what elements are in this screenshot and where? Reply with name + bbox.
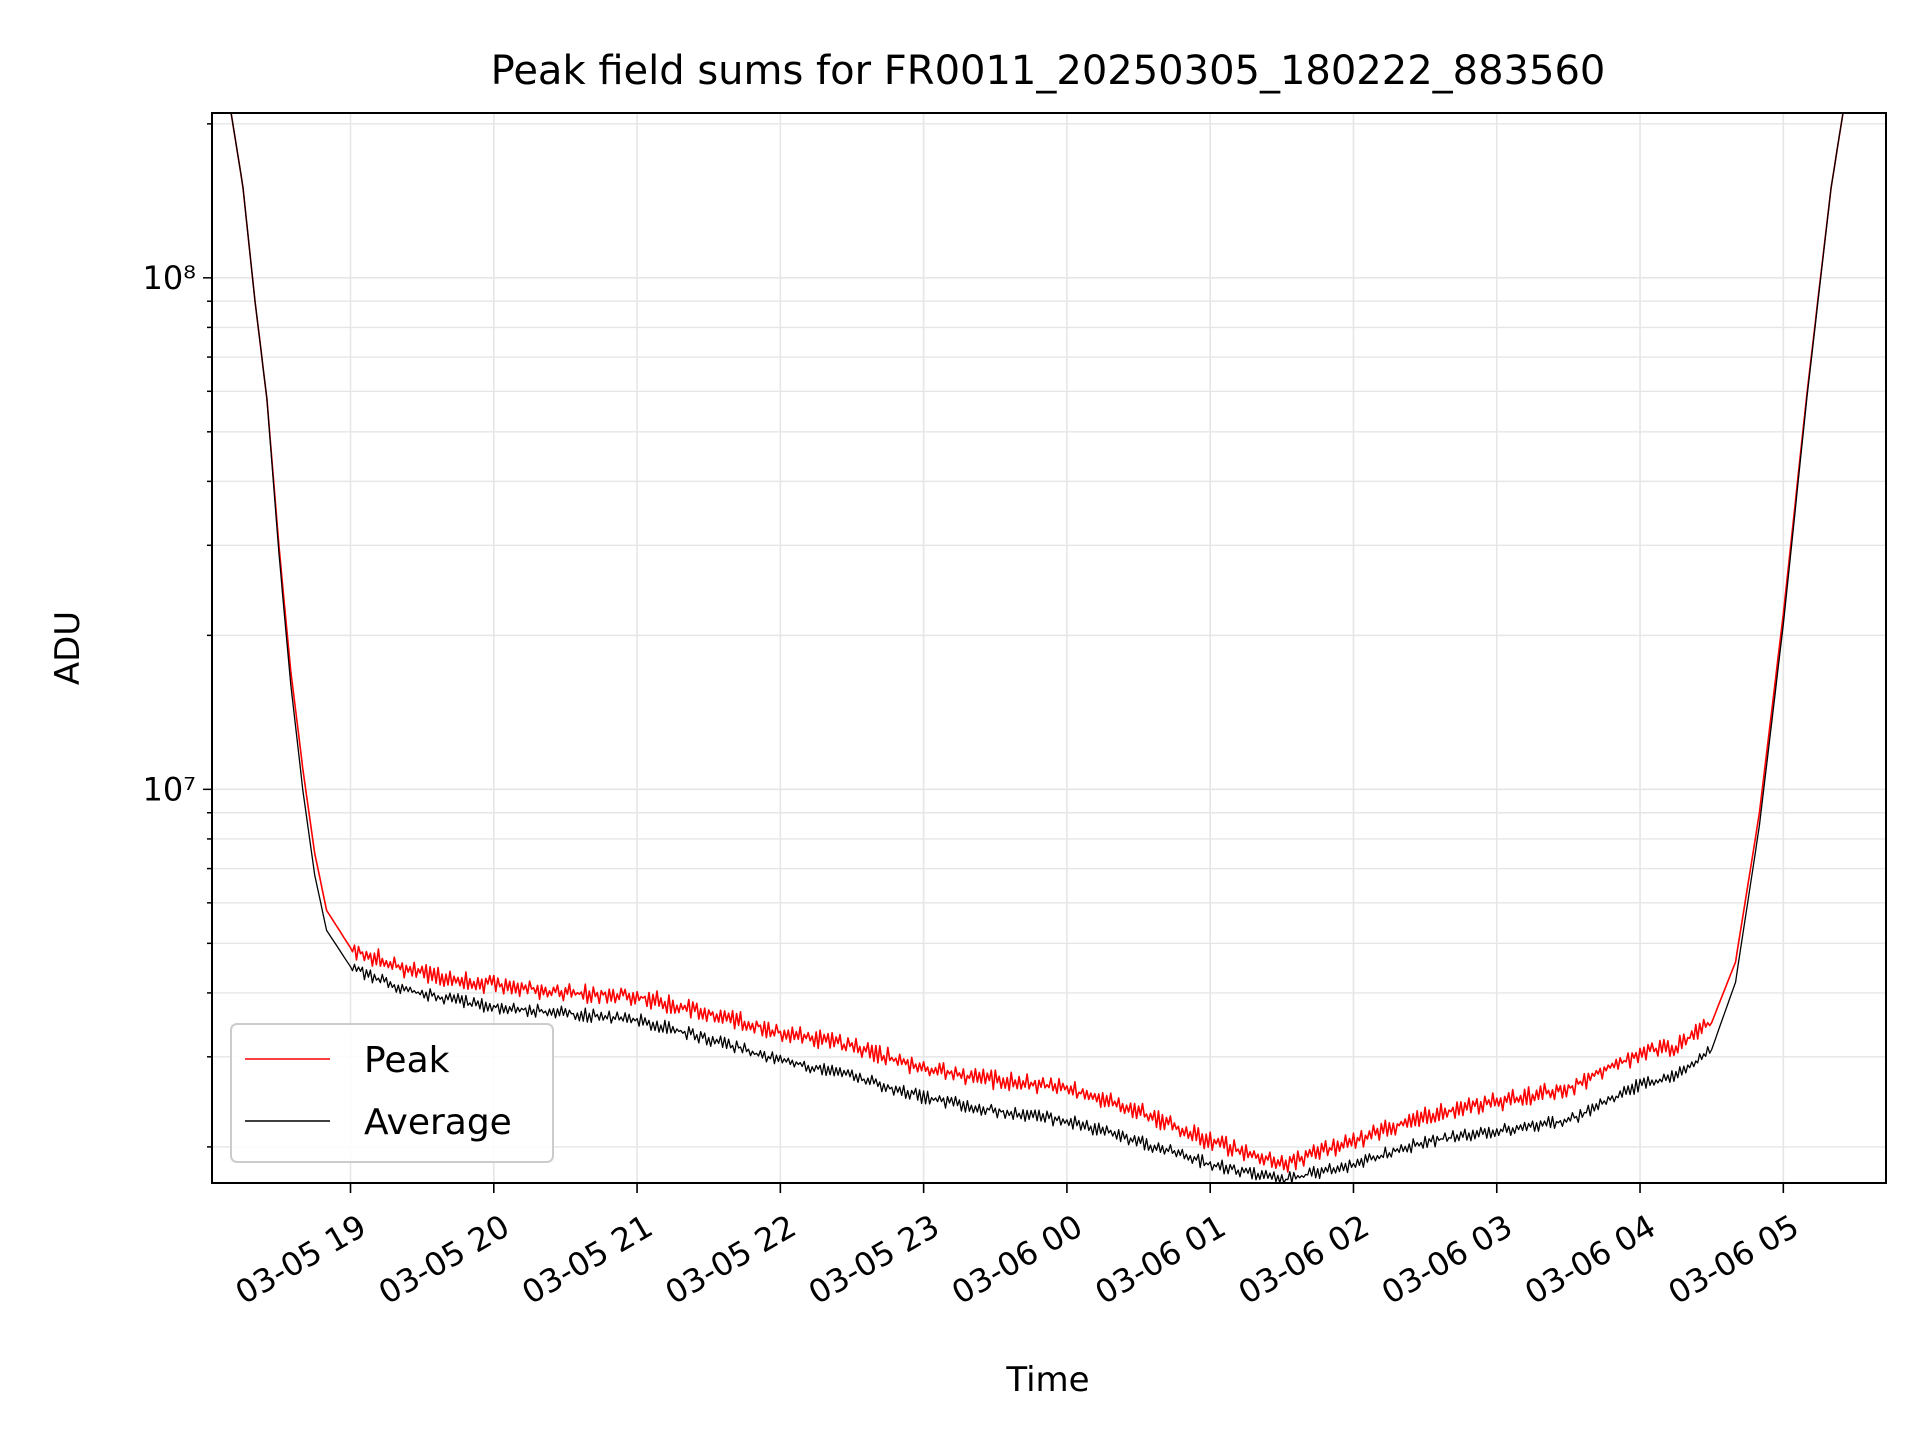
grid	[212, 113, 1886, 1183]
legend-label-peak: Peak	[364, 1040, 450, 1081]
series-line-peak	[230, 112, 1844, 1173]
series-line-average	[230, 112, 1844, 1184]
chart-title: Peak field sums for FR0011_20250305_1802…	[491, 48, 1606, 94]
y-axis-label: ADU	[48, 611, 88, 685]
y-tick-label: 10⁷	[142, 770, 196, 808]
series-layer	[230, 112, 1844, 1184]
y-axis: 10⁷ 10⁸	[142, 123, 212, 1148]
legend: Peak Average	[230, 1023, 554, 1163]
legend-label-average: Average	[364, 1102, 512, 1143]
x-axis-label: Time	[1005, 1360, 1089, 1400]
y-tick-label: 10⁸	[142, 259, 196, 297]
plot-frame	[211, 112, 1887, 1184]
